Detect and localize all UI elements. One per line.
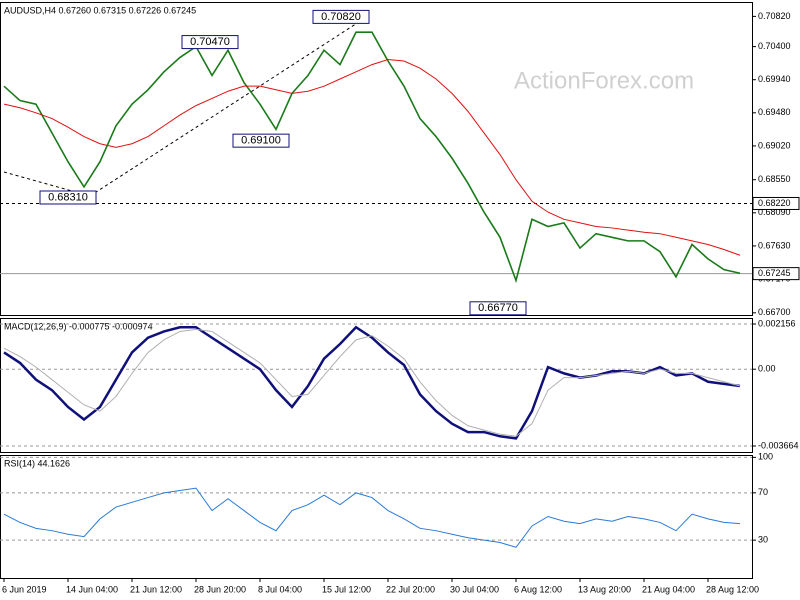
y-tick-label: 0.66700 [758,307,791,317]
series-line [3,31,741,284]
y-tick-label: 0.68550 [758,174,791,184]
y-tick-label: 0.70820 [758,11,791,21]
annotation-box [232,133,290,148]
watermark: ActionForex.com [514,67,694,94]
y-tick-label: 0.69940 [758,74,791,84]
panel-title: MACD(12,26,9) -0.000775 -0.000974 [4,321,153,331]
panel-frame [0,455,753,579]
x-tick-label: 21 Aug 04:00 [642,584,695,594]
series-line [3,328,741,437]
x-tick-label: 28 Aug 12:00 [706,584,759,594]
x-tick-label: 14 Jun 04:00 [66,584,118,594]
y-tick-label: 0.002156 [758,318,796,328]
x-tick-label: 21 Jun 12:00 [130,584,182,594]
x-tick-label: 6 Aug 12:00 [514,584,562,594]
x-tick-label: 15 Jul 12:00 [322,584,371,594]
series-line [3,487,741,548]
panel-frame [0,318,753,453]
y-tick-label: 0.00 [758,364,776,374]
panel-title: AUDUSD,H4 0.67260 0.67315 0.67226 0.6724… [4,5,196,15]
y-tick-label: 0.70400 [758,41,791,51]
x-tick-label: 6 Jun 2019 [2,584,47,594]
level-label: 0.68220 [758,198,791,208]
trend-line [89,17,366,197]
x-tick-label: 13 Aug 20:00 [578,584,631,594]
series-line [3,325,741,440]
panel-title: RSI(14) 44.1626 [4,458,70,468]
annotation-label: 0.68310 [48,191,88,203]
level-box [752,196,800,210]
annotation-box [181,35,239,50]
x-tick-label: 8 Jul 04:00 [258,584,302,594]
panel-frame [0,2,753,316]
annotation-box [469,301,527,316]
annotation-label: 0.69100 [241,135,281,147]
x-tick-label: 30 Jul 04:00 [450,584,499,594]
y-tick-label: 70 [758,487,768,497]
level-label: 0.67245 [758,268,791,278]
y-tick-label: 100 [758,452,773,462]
annotation-label: 0.70470 [190,36,230,48]
annotation-box [312,9,370,24]
y-tick-label: 0.69480 [758,107,791,117]
y-tick-label: 30 [758,535,768,545]
y-tick-label: 0.67630 [758,240,791,250]
annotation-label: 0.66770 [478,302,518,314]
x-tick-label: 22 Jul 20:00 [386,584,435,594]
level-box [752,267,800,281]
y-tick-label: -0.003664 [758,440,799,450]
annotation-label: 0.70820 [321,11,361,23]
x-tick-label: 28 Jun 20:00 [194,584,246,594]
annotation-box [39,190,97,205]
series-line [3,59,741,256]
y-tick-label: 0.68090 [758,207,791,217]
y-tick-label: 0.69020 [758,140,791,150]
